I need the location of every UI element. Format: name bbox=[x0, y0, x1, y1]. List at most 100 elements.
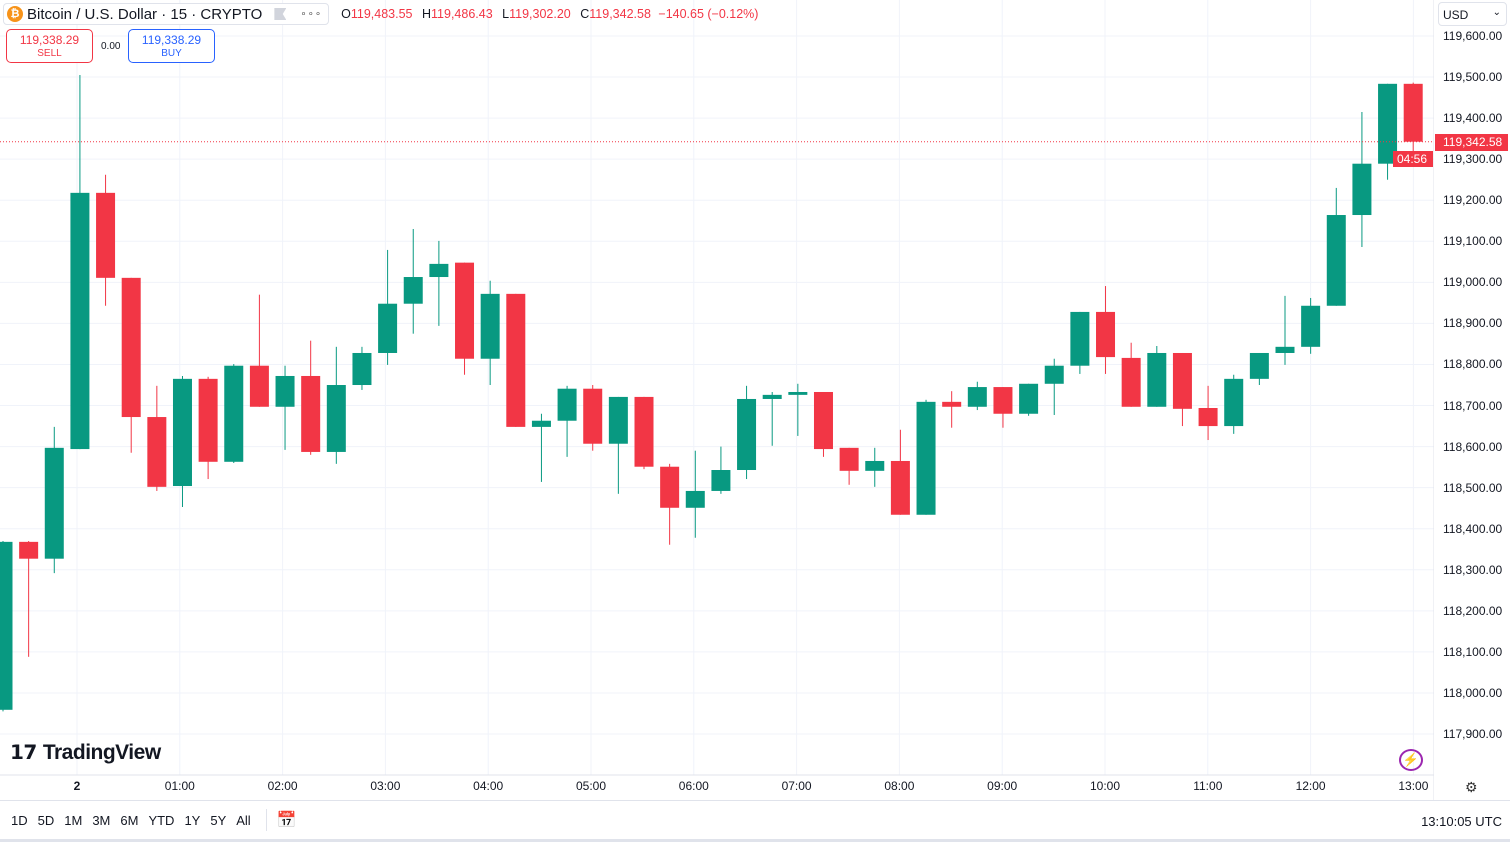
tradingview-logo[interactable]: 𝟭𝟳 TradingView bbox=[10, 740, 161, 765]
candle-up bbox=[1249, 352, 1269, 379]
candle-up bbox=[480, 293, 500, 359]
time-tick-label: 11:00 bbox=[1193, 779, 1223, 793]
candle-down bbox=[1198, 408, 1218, 427]
range-button-6m[interactable]: 6M bbox=[120, 812, 139, 828]
candle-down bbox=[121, 277, 141, 418]
settings-icon[interactable]: ⚙ bbox=[1465, 779, 1478, 795]
candle-down bbox=[583, 388, 603, 444]
more-icon[interactable]: ∘∘∘ bbox=[300, 8, 323, 20]
range-button-ytd[interactable]: YTD bbox=[148, 812, 175, 828]
candle-up bbox=[737, 398, 757, 471]
range-button-5y[interactable]: 5Y bbox=[210, 812, 227, 828]
candle-up bbox=[429, 263, 449, 278]
price-tick-label: 119,300.00 bbox=[1443, 152, 1503, 167]
candle-up bbox=[403, 277, 423, 304]
time-tick-label: 06:00 bbox=[678, 779, 709, 793]
range-button-1m[interactable]: 1M bbox=[64, 812, 83, 828]
candle-up bbox=[1326, 215, 1346, 306]
range-button-1y[interactable]: 1Y bbox=[184, 812, 201, 828]
candle-down bbox=[506, 293, 526, 427]
candle-down bbox=[249, 365, 269, 407]
clock[interactable]: 13:10:05 UTC bbox=[1421, 814, 1502, 829]
sell-price: 119,338.29 bbox=[19, 33, 80, 47]
candle-up bbox=[1147, 352, 1167, 407]
ohlc-legend: O119,483.55 H119,486.43 L119,302.20 C119… bbox=[341, 7, 759, 21]
lightning-icon[interactable]: ⚡ bbox=[1399, 749, 1423, 771]
price-tick-label: 118,900.00 bbox=[1443, 316, 1503, 331]
price-tick-label: 118,500.00 bbox=[1443, 480, 1503, 495]
price-tick-label: 118,000.00 bbox=[1443, 685, 1503, 700]
candle-up bbox=[916, 401, 936, 515]
candle-up bbox=[1275, 346, 1295, 353]
candle-up bbox=[608, 396, 628, 444]
candle-up bbox=[326, 385, 346, 452]
time-tick-label: 05:00 bbox=[575, 779, 607, 793]
time-tick-label: 04:00 bbox=[473, 779, 504, 793]
price-tick-label: 118,400.00 bbox=[1443, 521, 1503, 536]
candle-down bbox=[19, 541, 39, 559]
price-tick-label: 119,000.00 bbox=[1443, 275, 1503, 290]
candle-down bbox=[839, 447, 859, 471]
chart-header: ₿ Bitcoin / U.S. Dollar · 15 · CRYPTO ∘∘… bbox=[3, 3, 758, 25]
candle-down bbox=[147, 417, 167, 487]
divider bbox=[265, 809, 267, 831]
time-tick-label: 09:00 bbox=[987, 779, 1018, 793]
buy-label: BUY bbox=[161, 48, 182, 59]
price-tick-label: 117,900.00 bbox=[1443, 727, 1503, 742]
chevron-down-icon: ⌄ bbox=[1492, 7, 1501, 18]
candle-down bbox=[813, 391, 833, 450]
candle-down bbox=[1096, 311, 1116, 358]
sell-button[interactable]: 119,338.29 SELL bbox=[6, 29, 93, 63]
symbol-title[interactable]: ₿ Bitcoin / U.S. Dollar · 15 · CRYPTO ∘∘… bbox=[3, 3, 330, 25]
candle-up bbox=[1044, 365, 1064, 384]
range-button-5d[interactable]: 5D bbox=[37, 812, 55, 828]
candle-down bbox=[1172, 352, 1192, 409]
time-tick-label: 08:00 bbox=[884, 779, 915, 793]
time-tick-label: 10:00 bbox=[1089, 779, 1121, 793]
candle-up bbox=[685, 490, 705, 508]
time-tick-label: 07:00 bbox=[781, 779, 812, 793]
candle-up bbox=[1378, 83, 1398, 164]
candle-up bbox=[378, 303, 398, 353]
candle-up bbox=[1070, 311, 1090, 366]
range-button-3m[interactable]: 3M bbox=[92, 812, 111, 828]
go-to-date-icon[interactable]: 📅 bbox=[276, 812, 297, 829]
candle-up bbox=[1019, 383, 1039, 414]
time-tick-label: 12:00 bbox=[1295, 779, 1326, 793]
tradingview-logo-icon: 𝟭𝟳 bbox=[10, 742, 37, 764]
price-tick-label: 119,600.00 bbox=[1443, 29, 1503, 43]
candlestick-chart[interactable] bbox=[0, 0, 1434, 800]
candle-up bbox=[557, 388, 577, 421]
candle-down bbox=[890, 460, 910, 515]
buy-button[interactable]: 119,338.29 BUY bbox=[128, 29, 215, 63]
buy-price: 119,338.29 bbox=[141, 33, 202, 47]
sell-label: SELL bbox=[37, 48, 62, 59]
candle-up bbox=[967, 387, 987, 407]
candle-up bbox=[44, 447, 64, 559]
time-tick-label: 2 bbox=[73, 779, 81, 793]
spread: 0.00 bbox=[101, 41, 121, 52]
currency-select[interactable]: USD ⌄ bbox=[1438, 2, 1507, 26]
price-tick-label: 119,400.00 bbox=[1443, 111, 1503, 126]
bottom-toolbar: 1D 5D 1M 3M 6M YTD 1Y 5Y All 📅 13:10:05 UTC bbox=[0, 800, 1510, 842]
candle-down bbox=[634, 396, 654, 467]
candle-up bbox=[711, 470, 731, 491]
price-tick-label: 118,200.00 bbox=[1443, 603, 1503, 618]
time-tick-label: 13:00 bbox=[1398, 779, 1429, 793]
candle-down bbox=[942, 401, 962, 407]
price-tick-label: 118,300.00 bbox=[1443, 562, 1503, 577]
candle-up bbox=[172, 378, 192, 487]
price-tick-label: 119,100.00 bbox=[1443, 234, 1503, 249]
candle-down bbox=[993, 387, 1013, 414]
candle-up bbox=[762, 394, 782, 399]
range-button-all[interactable]: All bbox=[236, 812, 251, 828]
range-button-1d[interactable]: 1D bbox=[11, 812, 28, 828]
candle-up bbox=[224, 365, 244, 462]
candle-up bbox=[788, 391, 808, 395]
flag-icon[interactable] bbox=[274, 8, 287, 20]
candle-down bbox=[1403, 83, 1423, 142]
candle-down bbox=[660, 466, 680, 508]
price-tick-label: 118,800.00 bbox=[1443, 357, 1503, 372]
candle-down bbox=[1121, 357, 1141, 407]
candle-up bbox=[1301, 305, 1321, 347]
